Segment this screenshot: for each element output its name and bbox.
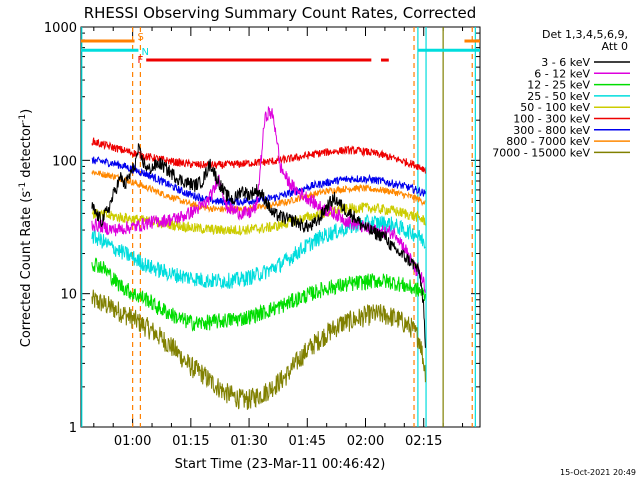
legend-label-7: 300 - 800 keV [513,124,590,137]
generation-timestamp: 15-Oct-2021 20:49 [560,468,636,477]
series-line-6 [91,137,426,174]
plot-frame [80,26,481,428]
legend-label-9: 7000 - 15000 keV [492,146,590,159]
plot-area: 1 10 100 1000 01:00 01:15 01:30 01:45 02:00 02:15… [44,21,481,449]
y-tick-label: 1 [69,421,77,436]
series-line-2 [91,106,426,293]
x-tick-label: 01:15 [172,434,209,449]
y-tick-label: 10 [60,288,77,303]
x-axis-label: Start Time (23-Mar-11 00:46:42) [175,457,386,472]
y-tick-label: 100 [52,154,77,169]
legend-header-line-1: Det 1,3,4,5,6,9, [542,28,628,41]
series-line-1 [91,143,426,348]
flag-label-N: N [142,47,149,58]
x-tick-label: 01:30 [230,434,267,449]
chart-title: RHESSI Observing Summary Count Rates, Co… [84,4,477,22]
legend-label-1: 3 - 6 keV [541,56,590,69]
series-line-7 [91,156,426,207]
series-line-9 [91,289,426,410]
legend-label-4: 25 - 50 keV [527,90,590,103]
y-tick-label: 1000 [44,21,77,36]
y-axis-label: Corrected Count Rate (s-1 detector-1) [18,109,34,347]
legend-label-6: 100 - 300 keV [513,113,590,126]
x-tick-label: 01:00 [114,434,151,449]
legend-label-2: 6 - 12 keV [534,67,590,80]
series-line-3 [91,257,426,332]
legend-label-5: 50 - 100 keV [520,101,590,114]
series-line-8 [91,169,426,214]
legend-label-3: 12 - 25 keV [527,79,590,92]
flag-label-S: S [138,32,144,43]
legend-header-line-2: Att 0 [602,40,628,53]
x-tick-label: 01:45 [289,434,326,449]
x-tick-label: 02:15 [405,434,442,449]
legend-label-8: 800 - 7000 keV [506,135,590,148]
flag-label-F: F [138,55,144,66]
x-tick-label: 02:00 [347,434,384,449]
